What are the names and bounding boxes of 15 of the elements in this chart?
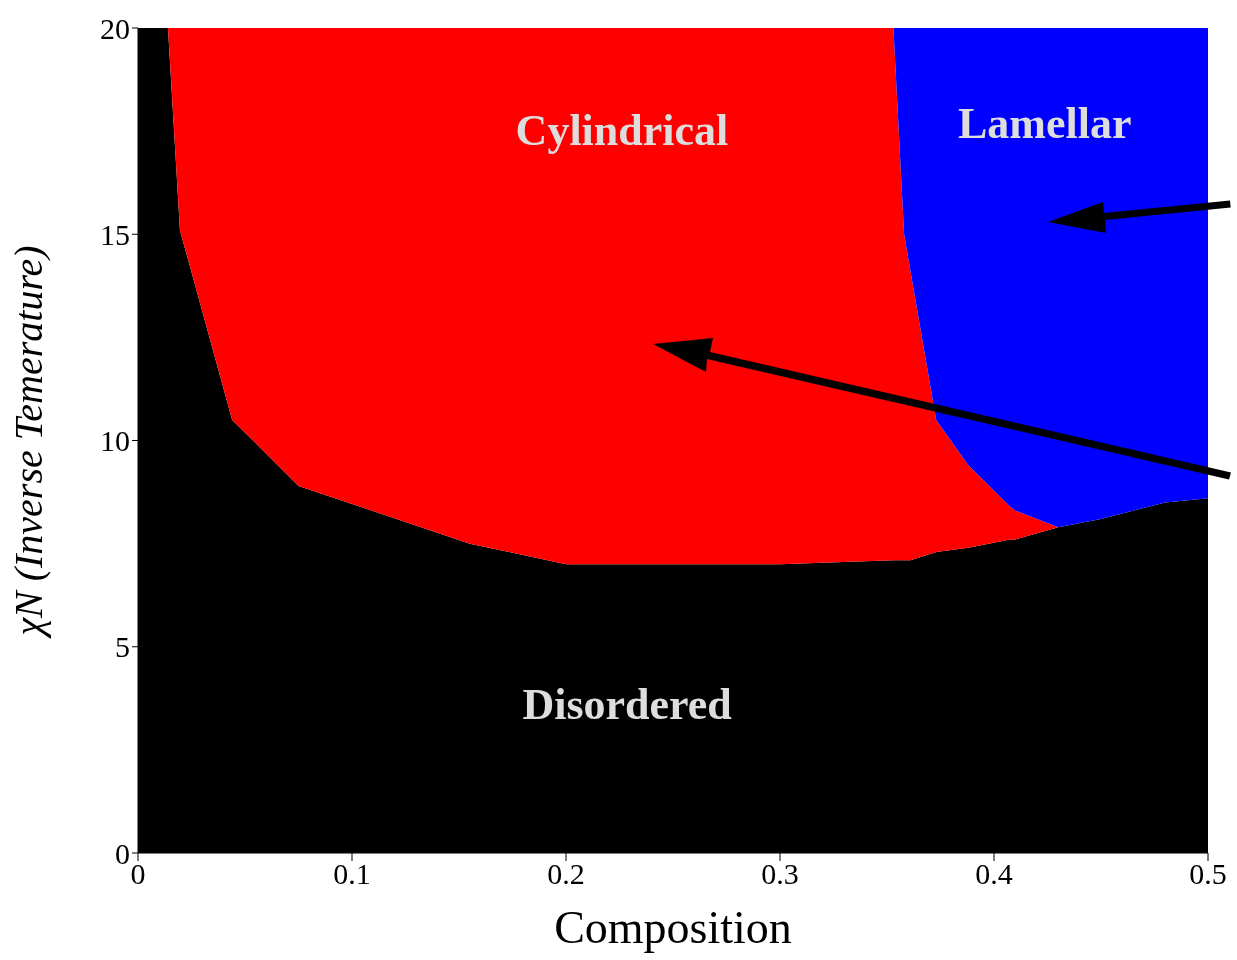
y-tick-label: 10 — [100, 424, 130, 458]
series-label: Disordered — [522, 679, 732, 729]
x-tick-label: 0.4 — [975, 857, 1013, 891]
y-tick-label: 20 — [100, 11, 130, 45]
series-label: Lamellar — [957, 98, 1132, 148]
x-tick-label: 0.3 — [761, 857, 799, 891]
x-axis-title: Composition — [554, 902, 792, 953]
y-tick-label: 0 — [115, 836, 130, 870]
x-tick-label: 0.2 — [547, 857, 585, 891]
y-tick-label: 5 — [115, 630, 130, 664]
y-axis-title: χN (Inverse Temerature) — [6, 245, 52, 640]
x-tick-label: 0.5 — [1189, 857, 1227, 891]
x-tick-label: 0.1 — [333, 857, 371, 891]
y-tick-label: 15 — [100, 217, 130, 251]
series-label: Cylindrical — [515, 106, 729, 156]
